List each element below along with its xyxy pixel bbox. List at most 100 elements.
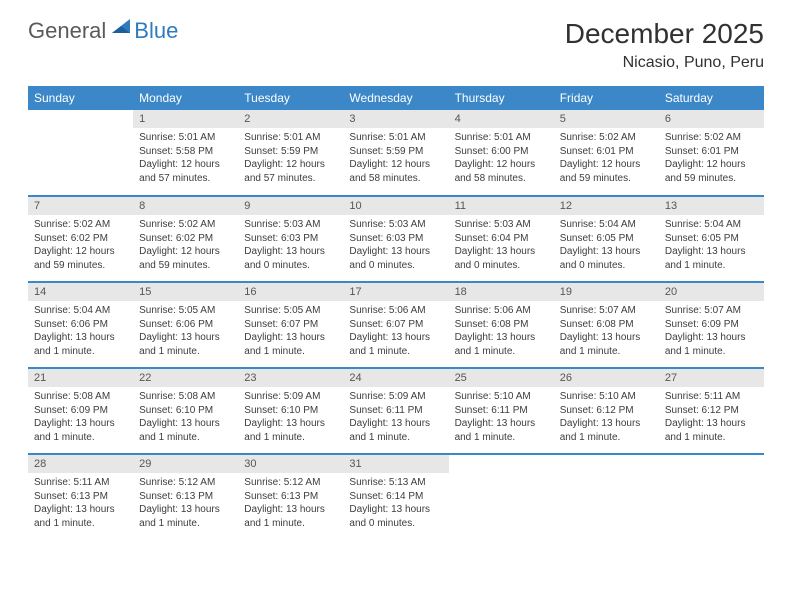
sunset-text: Sunset: 6:11 PM <box>349 404 442 418</box>
sunrise-text: Sunrise: 5:07 AM <box>560 304 653 318</box>
day-body: Sunrise: 5:03 AMSunset: 6:03 PMDaylight:… <box>238 215 343 276</box>
daylight-text: Daylight: 13 hours and 0 minutes. <box>349 503 442 530</box>
sunset-text: Sunset: 5:59 PM <box>244 145 337 159</box>
sunset-text: Sunset: 6:01 PM <box>665 145 758 159</box>
day-number: 7 <box>28 197 133 215</box>
calendar-day-cell: 4Sunrise: 5:01 AMSunset: 6:00 PMDaylight… <box>449 110 554 196</box>
day-number: 31 <box>343 455 448 473</box>
sunrise-text: Sunrise: 5:05 AM <box>244 304 337 318</box>
day-body: Sunrise: 5:01 AMSunset: 5:58 PMDaylight:… <box>133 128 238 189</box>
daylight-text: Daylight: 12 hours and 58 minutes. <box>349 158 442 185</box>
calendar-day-cell: 14Sunrise: 5:04 AMSunset: 6:06 PMDayligh… <box>28 282 133 368</box>
daylight-text: Daylight: 12 hours and 59 minutes. <box>139 245 232 272</box>
sunset-text: Sunset: 6:13 PM <box>244 490 337 504</box>
day-number: 23 <box>238 369 343 387</box>
day-number: 6 <box>659 110 764 128</box>
daylight-text: Daylight: 13 hours and 1 minute. <box>665 245 758 272</box>
day-body: Sunrise: 5:02 AMSunset: 6:02 PMDaylight:… <box>133 215 238 276</box>
calendar-day-cell: 9Sunrise: 5:03 AMSunset: 6:03 PMDaylight… <box>238 196 343 282</box>
day-number: 26 <box>554 369 659 387</box>
day-number: 5 <box>554 110 659 128</box>
calendar-day-cell: 3Sunrise: 5:01 AMSunset: 5:59 PMDaylight… <box>343 110 448 196</box>
calendar-day-cell: 13Sunrise: 5:04 AMSunset: 6:05 PMDayligh… <box>659 196 764 282</box>
daylight-text: Daylight: 13 hours and 1 minute. <box>139 417 232 444</box>
day-body: Sunrise: 5:04 AMSunset: 6:05 PMDaylight:… <box>659 215 764 276</box>
sunset-text: Sunset: 5:59 PM <box>349 145 442 159</box>
calendar-table: Sunday Monday Tuesday Wednesday Thursday… <box>28 86 764 540</box>
weekday-header: Friday <box>554 86 659 110</box>
daylight-text: Daylight: 13 hours and 1 minute. <box>139 331 232 358</box>
sunrise-text: Sunrise: 5:06 AM <box>349 304 442 318</box>
sunrise-text: Sunrise: 5:11 AM <box>34 476 127 490</box>
location: Nicasio, Puno, Peru <box>565 54 764 72</box>
sunrise-text: Sunrise: 5:03 AM <box>244 218 337 232</box>
day-body: Sunrise: 5:02 AMSunset: 6:01 PMDaylight:… <box>659 128 764 189</box>
calendar-week-row: 1Sunrise: 5:01 AMSunset: 5:58 PMDaylight… <box>28 110 764 196</box>
logo-sail-icon <box>110 17 132 40</box>
calendar-day-cell: 30Sunrise: 5:12 AMSunset: 6:13 PMDayligh… <box>238 454 343 540</box>
day-body: Sunrise: 5:04 AMSunset: 6:06 PMDaylight:… <box>28 301 133 362</box>
calendar-day-cell: 17Sunrise: 5:06 AMSunset: 6:07 PMDayligh… <box>343 282 448 368</box>
logo-text-general: General <box>28 18 106 44</box>
daylight-text: Daylight: 13 hours and 1 minute. <box>455 417 548 444</box>
day-number: 9 <box>238 197 343 215</box>
day-number: 28 <box>28 455 133 473</box>
calendar-day-cell: 11Sunrise: 5:03 AMSunset: 6:04 PMDayligh… <box>449 196 554 282</box>
calendar-week-row: 14Sunrise: 5:04 AMSunset: 6:06 PMDayligh… <box>28 282 764 368</box>
calendar-day-cell: 7Sunrise: 5:02 AMSunset: 6:02 PMDaylight… <box>28 196 133 282</box>
daylight-text: Daylight: 13 hours and 1 minute. <box>560 331 653 358</box>
sunrise-text: Sunrise: 5:10 AM <box>455 390 548 404</box>
calendar-day-cell <box>449 454 554 540</box>
sunrise-text: Sunrise: 5:03 AM <box>455 218 548 232</box>
day-number: 1 <box>133 110 238 128</box>
daylight-text: Daylight: 12 hours and 59 minutes. <box>34 245 127 272</box>
daylight-text: Daylight: 13 hours and 1 minute. <box>34 331 127 358</box>
day-body: Sunrise: 5:02 AMSunset: 6:02 PMDaylight:… <box>28 215 133 276</box>
calendar-day-cell: 28Sunrise: 5:11 AMSunset: 6:13 PMDayligh… <box>28 454 133 540</box>
daylight-text: Daylight: 13 hours and 1 minute. <box>34 503 127 530</box>
sunset-text: Sunset: 6:14 PM <box>349 490 442 504</box>
sunrise-text: Sunrise: 5:02 AM <box>34 218 127 232</box>
calendar-day-cell: 25Sunrise: 5:10 AMSunset: 6:11 PMDayligh… <box>449 368 554 454</box>
sunrise-text: Sunrise: 5:05 AM <box>139 304 232 318</box>
day-number: 22 <box>133 369 238 387</box>
sunset-text: Sunset: 6:05 PM <box>665 232 758 246</box>
day-body: Sunrise: 5:11 AMSunset: 6:13 PMDaylight:… <box>28 473 133 534</box>
sunset-text: Sunset: 6:03 PM <box>244 232 337 246</box>
sunset-text: Sunset: 6:12 PM <box>560 404 653 418</box>
day-body: Sunrise: 5:08 AMSunset: 6:10 PMDaylight:… <box>133 387 238 448</box>
day-body: Sunrise: 5:06 AMSunset: 6:07 PMDaylight:… <box>343 301 448 362</box>
calendar-day-cell: 26Sunrise: 5:10 AMSunset: 6:12 PMDayligh… <box>554 368 659 454</box>
calendar-day-cell: 10Sunrise: 5:03 AMSunset: 6:03 PMDayligh… <box>343 196 448 282</box>
day-body: Sunrise: 5:06 AMSunset: 6:08 PMDaylight:… <box>449 301 554 362</box>
calendar-day-cell: 2Sunrise: 5:01 AMSunset: 5:59 PMDaylight… <box>238 110 343 196</box>
calendar-day-cell: 22Sunrise: 5:08 AMSunset: 6:10 PMDayligh… <box>133 368 238 454</box>
calendar-day-cell: 24Sunrise: 5:09 AMSunset: 6:11 PMDayligh… <box>343 368 448 454</box>
sunrise-text: Sunrise: 5:12 AM <box>244 476 337 490</box>
sunset-text: Sunset: 6:08 PM <box>560 318 653 332</box>
sunset-text: Sunset: 6:06 PM <box>139 318 232 332</box>
calendar-day-cell: 19Sunrise: 5:07 AMSunset: 6:08 PMDayligh… <box>554 282 659 368</box>
calendar-day-cell: 31Sunrise: 5:13 AMSunset: 6:14 PMDayligh… <box>343 454 448 540</box>
daylight-text: Daylight: 13 hours and 1 minute. <box>665 417 758 444</box>
day-body: Sunrise: 5:01 AMSunset: 6:00 PMDaylight:… <box>449 128 554 189</box>
daylight-text: Daylight: 13 hours and 0 minutes. <box>244 245 337 272</box>
daylight-text: Daylight: 13 hours and 1 minute. <box>665 331 758 358</box>
daylight-text: Daylight: 12 hours and 57 minutes. <box>139 158 232 185</box>
day-number: 20 <box>659 283 764 301</box>
sunrise-text: Sunrise: 5:12 AM <box>139 476 232 490</box>
sunset-text: Sunset: 6:13 PM <box>34 490 127 504</box>
day-number: 8 <box>133 197 238 215</box>
sunrise-text: Sunrise: 5:08 AM <box>139 390 232 404</box>
daylight-text: Daylight: 13 hours and 1 minute. <box>349 417 442 444</box>
daylight-text: Daylight: 13 hours and 1 minute. <box>244 417 337 444</box>
sunset-text: Sunset: 6:00 PM <box>455 145 548 159</box>
day-body: Sunrise: 5:09 AMSunset: 6:10 PMDaylight:… <box>238 387 343 448</box>
day-body: Sunrise: 5:13 AMSunset: 6:14 PMDaylight:… <box>343 473 448 534</box>
sunset-text: Sunset: 6:09 PM <box>665 318 758 332</box>
sunrise-text: Sunrise: 5:02 AM <box>139 218 232 232</box>
calendar-week-row: 28Sunrise: 5:11 AMSunset: 6:13 PMDayligh… <box>28 454 764 540</box>
daylight-text: Daylight: 13 hours and 1 minute. <box>560 417 653 444</box>
daylight-text: Daylight: 12 hours and 58 minutes. <box>455 158 548 185</box>
day-body: Sunrise: 5:10 AMSunset: 6:11 PMDaylight:… <box>449 387 554 448</box>
